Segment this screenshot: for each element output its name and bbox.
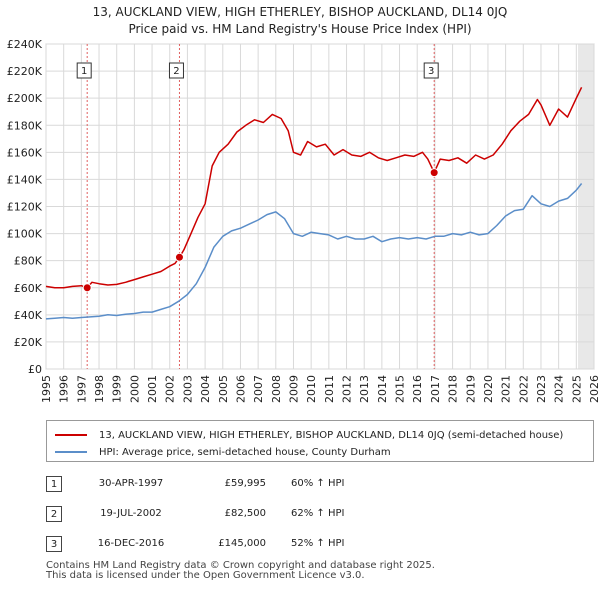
sale-row: 3 16-DEC-2016 £145,000 52% ↑ HPI	[46, 536, 406, 554]
chart-title: 13, AUCKLAND VIEW, HIGH ETHERLEY, BISHOP…	[0, 4, 600, 38]
x-tick-label: 2015	[394, 375, 407, 403]
y-tick-label: £20K	[14, 336, 43, 349]
x-tick-label: 1996	[58, 375, 71, 403]
y-tick-label: £140K	[7, 173, 43, 186]
legend-swatch-property	[55, 434, 87, 436]
x-tick-label: 2010	[305, 375, 318, 403]
y-tick-label: £0	[28, 363, 42, 376]
sale-hpi-change: 62% ↑ HPI	[291, 508, 345, 519]
y-tick-label: £200K	[7, 92, 43, 105]
sale-marker-label: 2	[173, 66, 179, 77]
x-tick-label: 2012	[341, 375, 354, 403]
chart-title-text: 13, AUCKLAND VIEW, HIGH ETHERLEY, BISHOP…	[92, 5, 508, 19]
sale-marker-box	[76, 62, 92, 79]
x-tick-label: 2006	[234, 375, 247, 403]
legend: 13, AUCKLAND VIEW, HIGH ETHERLEY, BISHOP…	[46, 420, 594, 462]
x-tick-label: 2026	[588, 375, 600, 403]
footer: Contains HM Land Registry data © Crown c…	[46, 561, 435, 581]
x-tick-label: 2019	[464, 375, 477, 403]
sale-price: £82,500	[224, 508, 266, 519]
sale-point	[429, 168, 439, 178]
sale-number-badge: 1	[46, 476, 62, 492]
x-tick-label: 2000	[128, 375, 141, 403]
x-tick-label: 2008	[270, 375, 283, 403]
legend-label-property: 13, AUCKLAND VIEW, HIGH ETHERLEY, BISHOP…	[99, 429, 564, 441]
sale-row: 1 30-APR-1997 £59,995 60% ↑ HPI	[46, 476, 406, 494]
x-tick-label: 2001	[146, 375, 159, 403]
x-tick-label: 2004	[199, 375, 212, 403]
x-tick-label: 2013	[358, 375, 371, 403]
sale-number-badge: 2	[46, 506, 62, 522]
sale-date: 16-DEC-2016	[97, 538, 165, 549]
sale-date: 19-JUL-2002	[100, 508, 162, 519]
x-tick-label: 2025	[570, 375, 583, 403]
x-tick-label: 1995	[40, 375, 53, 403]
sale-price: £59,995	[224, 478, 266, 489]
y-tick-label: £160K	[7, 146, 43, 159]
sale-number-badge: 3	[46, 536, 62, 552]
price-chart: £0 £20K £40K £60K £80K £100K £120K £140K £160K £1…	[7, 38, 600, 403]
x-tick-label: 1997	[75, 375, 88, 403]
x-tick-label: 2005	[217, 375, 230, 403]
x-tick-label: 2024	[553, 375, 566, 403]
x-tick-label: 2021	[500, 375, 513, 403]
x-tick-label: 2014	[376, 375, 389, 403]
sale-price: £145,000	[218, 538, 266, 549]
x-tick-label: 2018	[447, 375, 460, 403]
sale-point	[174, 252, 184, 262]
chart-subtitle: Price paid vs. HM Land Registry's House …	[128, 22, 472, 36]
y-tick-label: £100K	[7, 228, 43, 241]
sale-row: 2 19-JUL-2002 £82,500 62% ↑ HPI	[46, 506, 406, 524]
sale-marker-label: 3	[428, 66, 434, 77]
y-tick-label: £60K	[14, 282, 43, 295]
sale-marker-box	[168, 62, 184, 79]
y-tick-label: £80K	[14, 255, 43, 268]
x-tick-label: 2017	[429, 375, 442, 403]
y-tick-label: £120K	[7, 201, 43, 214]
x-tick-label: 1999	[111, 375, 124, 403]
x-tick-label: 2016	[411, 375, 424, 403]
sale-point	[82, 283, 92, 293]
y-tick-label: £180K	[7, 119, 43, 132]
x-tick-label: 1998	[93, 375, 106, 403]
x-tick-label: 2009	[287, 375, 300, 403]
x-tick-label: 2011	[323, 375, 336, 403]
property-price-line	[45, 86, 583, 289]
sale-date: 30-APR-1997	[98, 478, 164, 489]
x-tick-label: 2002	[164, 375, 177, 403]
legend-label-hpi: HPI: Average price, semi-detached house,…	[99, 446, 391, 458]
y-tick-label: £40K	[14, 309, 43, 322]
sale-hpi-change: 60% ↑ HPI	[291, 478, 345, 489]
legend-swatch-hpi	[55, 451, 87, 453]
sale-marker-box	[423, 62, 439, 79]
x-tick-label: 2007	[252, 375, 265, 403]
hpi-line	[45, 183, 583, 320]
sale-marker-label: 1	[81, 66, 87, 77]
sale-hpi-change: 52% ↑ HPI	[291, 538, 345, 549]
x-tick-label: 2022	[517, 375, 530, 403]
footer-licence: This data is licensed under the Open Gov…	[46, 570, 365, 581]
footer-copyright: Contains HM Land Registry data © Crown c…	[46, 560, 435, 571]
legend-item-hpi: HPI: Average price, semi-detached house,…	[55, 444, 391, 460]
y-tick-label: £240K	[7, 38, 43, 51]
x-tick-label: 2023	[535, 375, 548, 403]
y-tick-label: £220K	[7, 65, 43, 78]
legend-item-property: 13, AUCKLAND VIEW, HIGH ETHERLEY, BISHOP…	[55, 427, 563, 443]
x-tick-label: 2020	[482, 375, 495, 403]
x-tick-label: 2003	[181, 375, 194, 403]
